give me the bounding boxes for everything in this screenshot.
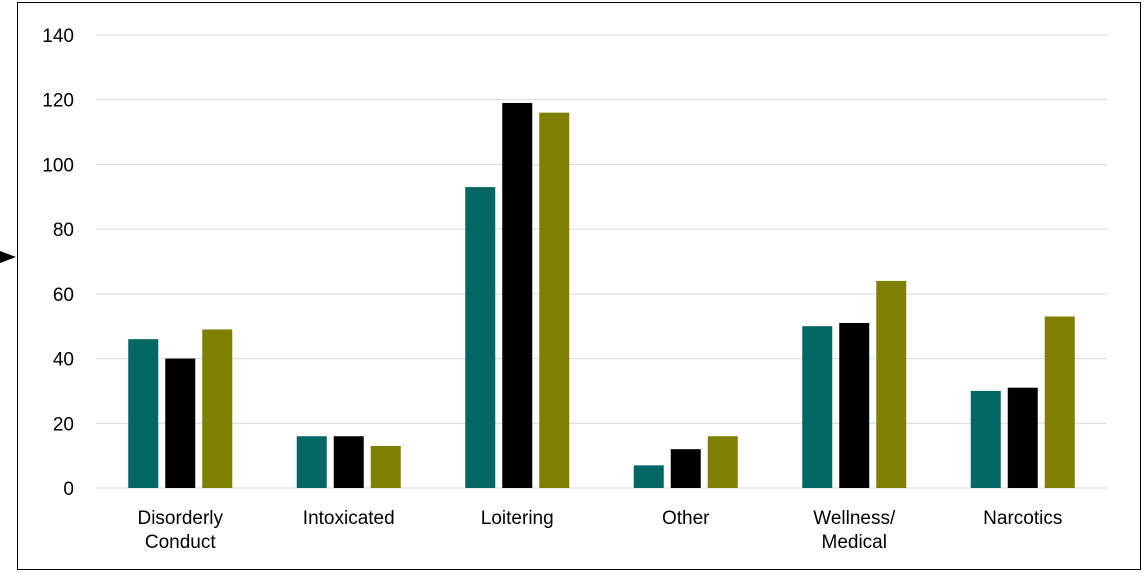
x-tick-label: Loitering xyxy=(481,508,554,529)
gridlines xyxy=(96,34,1107,489)
bar xyxy=(1007,387,1038,488)
bar xyxy=(370,445,401,488)
bar xyxy=(502,102,533,488)
pointer-arrow-icon xyxy=(0,251,16,263)
x-tick-label: Wellness/Medical xyxy=(813,508,896,553)
bar xyxy=(633,465,664,488)
bar xyxy=(1044,316,1075,488)
y-tick-label: 100 xyxy=(42,155,74,176)
x-tick-label: Disorderly Conduct xyxy=(137,508,223,553)
y-tick-label: 140 xyxy=(42,26,74,47)
y-tick-label: 20 xyxy=(53,414,74,435)
bar xyxy=(128,339,159,488)
x-tick-label: Narcotics xyxy=(983,508,1062,529)
bar xyxy=(670,449,701,488)
x-tick-label: Intoxicated xyxy=(303,508,395,529)
bar xyxy=(839,322,870,488)
bar xyxy=(802,326,833,488)
x-axis-ticks: Disorderly Conduct Intoxicated Loitering Oth… xyxy=(137,508,1062,553)
y-tick-label: 60 xyxy=(53,285,74,306)
bar xyxy=(165,358,196,488)
x-tick-label: Other xyxy=(662,508,710,529)
bars xyxy=(128,102,1075,489)
bar xyxy=(707,436,738,488)
bar xyxy=(539,112,570,489)
y-tick-label: 0 xyxy=(63,479,74,500)
bar xyxy=(465,187,496,489)
y-tick-label: 80 xyxy=(53,220,74,241)
bar xyxy=(876,280,907,488)
bar xyxy=(202,329,233,488)
y-tick-label: 120 xyxy=(42,91,74,112)
y-axis-ticks: 0 20 40 60 80 100 120 140 xyxy=(42,26,74,500)
bar xyxy=(296,436,327,488)
bar xyxy=(970,390,1001,488)
bar xyxy=(333,436,364,488)
y-tick-label: 40 xyxy=(53,350,74,371)
